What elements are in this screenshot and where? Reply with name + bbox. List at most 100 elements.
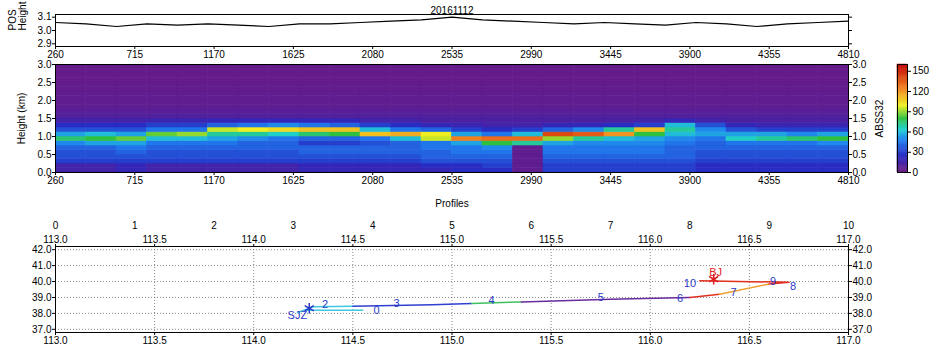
svg-text:115.5: 115.5 bbox=[539, 335, 564, 346]
svg-text:41.0: 41.0 bbox=[32, 260, 52, 271]
svg-text:2: 2 bbox=[211, 220, 217, 231]
svg-text:120: 120 bbox=[913, 86, 930, 97]
svg-text:38.0: 38.0 bbox=[853, 308, 873, 319]
svg-text:40.0: 40.0 bbox=[853, 276, 873, 287]
svg-text:42.0: 42.0 bbox=[32, 244, 52, 255]
svg-text:117.0: 117.0 bbox=[836, 335, 861, 346]
svg-text:114.5: 114.5 bbox=[341, 234, 366, 245]
svg-text:4355: 4355 bbox=[758, 49, 781, 60]
svg-text:3: 3 bbox=[291, 220, 297, 231]
svg-text:2535: 2535 bbox=[441, 49, 464, 60]
svg-text:1625: 1625 bbox=[282, 175, 305, 186]
svg-text:90: 90 bbox=[913, 106, 925, 117]
svg-text:116.0: 116.0 bbox=[638, 234, 663, 245]
svg-text:2080: 2080 bbox=[362, 175, 385, 186]
svg-text:2.9: 2.9 bbox=[38, 38, 52, 49]
svg-text:39.0: 39.0 bbox=[32, 292, 52, 303]
svg-text:2.0: 2.0 bbox=[38, 95, 52, 106]
svg-text:1170: 1170 bbox=[203, 175, 225, 186]
svg-text:1625: 1625 bbox=[282, 49, 305, 60]
svg-text:114.0: 114.0 bbox=[242, 234, 267, 245]
svg-text:0.5: 0.5 bbox=[38, 149, 52, 160]
svg-text:8: 8 bbox=[687, 220, 693, 231]
svg-text:117.0: 117.0 bbox=[836, 234, 861, 245]
svg-text:115.0: 115.0 bbox=[440, 234, 465, 245]
svg-text:1.5: 1.5 bbox=[38, 113, 52, 124]
svg-text:1170: 1170 bbox=[203, 49, 225, 60]
svg-text:9: 9 bbox=[766, 220, 772, 231]
svg-text:7: 7 bbox=[608, 220, 614, 231]
svg-text:2.5: 2.5 bbox=[38, 77, 52, 88]
svg-text:3900: 3900 bbox=[679, 175, 702, 186]
svg-text:9: 9 bbox=[770, 275, 776, 287]
svg-text:4: 4 bbox=[370, 220, 376, 231]
svg-text:3.0: 3.0 bbox=[38, 25, 52, 36]
svg-text:37.0: 37.0 bbox=[853, 324, 873, 335]
svg-text:30: 30 bbox=[913, 146, 925, 157]
svg-text:10: 10 bbox=[684, 277, 696, 289]
svg-text:114.5: 114.5 bbox=[341, 335, 366, 346]
svg-text:2.5: 2.5 bbox=[853, 77, 867, 88]
svg-text:8: 8 bbox=[790, 280, 796, 292]
svg-text:3.0: 3.0 bbox=[38, 59, 52, 70]
svg-text:113.5: 113.5 bbox=[142, 335, 167, 346]
svg-text:2990: 2990 bbox=[520, 49, 543, 60]
svg-text:5: 5 bbox=[449, 220, 455, 231]
svg-text:42.0: 42.0 bbox=[853, 244, 873, 255]
svg-text:7: 7 bbox=[730, 286, 736, 298]
svg-text:0.5: 0.5 bbox=[853, 149, 867, 160]
svg-text:6: 6 bbox=[677, 292, 683, 304]
svg-text:116.0: 116.0 bbox=[638, 335, 663, 346]
svg-text:3445: 3445 bbox=[599, 49, 622, 60]
svg-text:715: 715 bbox=[126, 49, 143, 60]
svg-text:Profiles: Profiles bbox=[435, 198, 468, 209]
svg-text:0: 0 bbox=[374, 304, 380, 316]
svg-text:BJ: BJ bbox=[709, 266, 722, 278]
svg-text:115.0: 115.0 bbox=[440, 335, 465, 346]
svg-text:0.0: 0.0 bbox=[38, 167, 52, 178]
svg-text:115.5: 115.5 bbox=[539, 234, 564, 245]
svg-text:3445: 3445 bbox=[599, 175, 622, 186]
svg-text:38.0: 38.0 bbox=[32, 308, 52, 319]
svg-text:SJZ: SJZ bbox=[288, 309, 308, 321]
svg-text:40.0: 40.0 bbox=[32, 276, 52, 287]
svg-text:150: 150 bbox=[913, 65, 930, 76]
svg-text:60: 60 bbox=[913, 126, 925, 137]
svg-text:3900: 3900 bbox=[679, 49, 702, 60]
svg-text:POSHeight: POSHeight bbox=[7, 1, 28, 30]
svg-text:4355: 4355 bbox=[758, 175, 781, 186]
svg-text:2990: 2990 bbox=[520, 175, 543, 186]
svg-text:ABSS32: ABSS32 bbox=[874, 99, 885, 137]
svg-text:6: 6 bbox=[529, 220, 535, 231]
svg-text:113.0: 113.0 bbox=[43, 335, 68, 346]
svg-text:3.1: 3.1 bbox=[38, 11, 52, 22]
svg-text:5: 5 bbox=[598, 291, 604, 303]
svg-text:1.5: 1.5 bbox=[853, 113, 867, 124]
svg-text:0: 0 bbox=[53, 220, 59, 231]
svg-text:260: 260 bbox=[47, 48, 64, 60]
svg-text:39.0: 39.0 bbox=[853, 292, 873, 303]
svg-text:116.5: 116.5 bbox=[737, 335, 762, 346]
svg-text:1: 1 bbox=[132, 220, 138, 231]
svg-text:0: 0 bbox=[913, 167, 919, 178]
svg-text:116.5: 116.5 bbox=[737, 234, 762, 245]
svg-text:3.0: 3.0 bbox=[853, 59, 867, 70]
svg-text:3: 3 bbox=[393, 297, 399, 309]
svg-text:2: 2 bbox=[322, 298, 328, 310]
svg-text:113.5: 113.5 bbox=[142, 234, 167, 245]
svg-text:1.0: 1.0 bbox=[38, 131, 52, 142]
svg-text:113.0: 113.0 bbox=[43, 234, 68, 245]
svg-text:4: 4 bbox=[489, 294, 495, 306]
svg-text:0.0: 0.0 bbox=[853, 167, 867, 178]
svg-text:114.0: 114.0 bbox=[242, 335, 267, 346]
svg-text:20161112: 20161112 bbox=[430, 5, 473, 16]
svg-text:2080: 2080 bbox=[362, 49, 385, 60]
svg-text:37.0: 37.0 bbox=[32, 324, 52, 335]
svg-text:10: 10 bbox=[843, 220, 855, 231]
svg-text:715: 715 bbox=[126, 175, 143, 186]
svg-text:1.0: 1.0 bbox=[853, 131, 867, 142]
svg-text:Height (km): Height (km) bbox=[16, 93, 27, 145]
svg-text:2535: 2535 bbox=[441, 175, 464, 186]
svg-text:41.0: 41.0 bbox=[853, 260, 873, 271]
svg-text:2.0: 2.0 bbox=[853, 95, 867, 106]
